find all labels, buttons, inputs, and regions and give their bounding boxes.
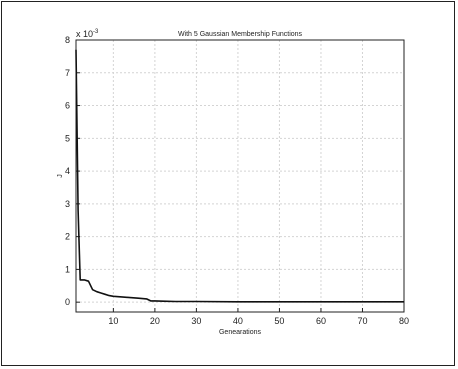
series-layer [75,49,404,303]
x-tick-label: 30 [191,316,201,326]
x-axis-label: Genearations [219,329,262,336]
y-tick-label: 1 [65,264,70,274]
chart-title: With 5 Gaussian Membership Functions [178,31,303,38]
series-line [75,49,404,303]
y-exponent-power: -3 [93,29,99,35]
x-tick-label: 70 [357,316,367,326]
y-tick-label: 6 [65,101,70,111]
x-tick-label: 10 [108,316,118,326]
y-tick-label: 2 [65,232,70,242]
y-tick-label: 5 [65,133,70,143]
x-tick-label: 60 [316,316,326,326]
x-tick-label: 80 [399,316,409,326]
y-tick-label: 7 [65,68,70,78]
y-tick-label: 4 [65,166,70,176]
x-tick-label: 40 [233,316,243,326]
y-exponent-label: x 10-3 [76,29,99,39]
axis-ticks: 10 20 30 40 50 60 70 80 0 1 2 3 4 5 6 7 8 [65,35,409,326]
grid-lines [76,40,404,312]
y-tick-label: 3 [65,199,70,209]
y-exponent-base: x 10 [76,29,93,39]
plot-area-border [75,39,405,313]
y-tick-label: 0 [65,297,70,307]
y-tick-label: 8 [65,35,70,45]
y-axis-label: J [57,174,64,178]
x-tick-label: 50 [274,316,284,326]
x-tick-label: 20 [150,316,160,326]
